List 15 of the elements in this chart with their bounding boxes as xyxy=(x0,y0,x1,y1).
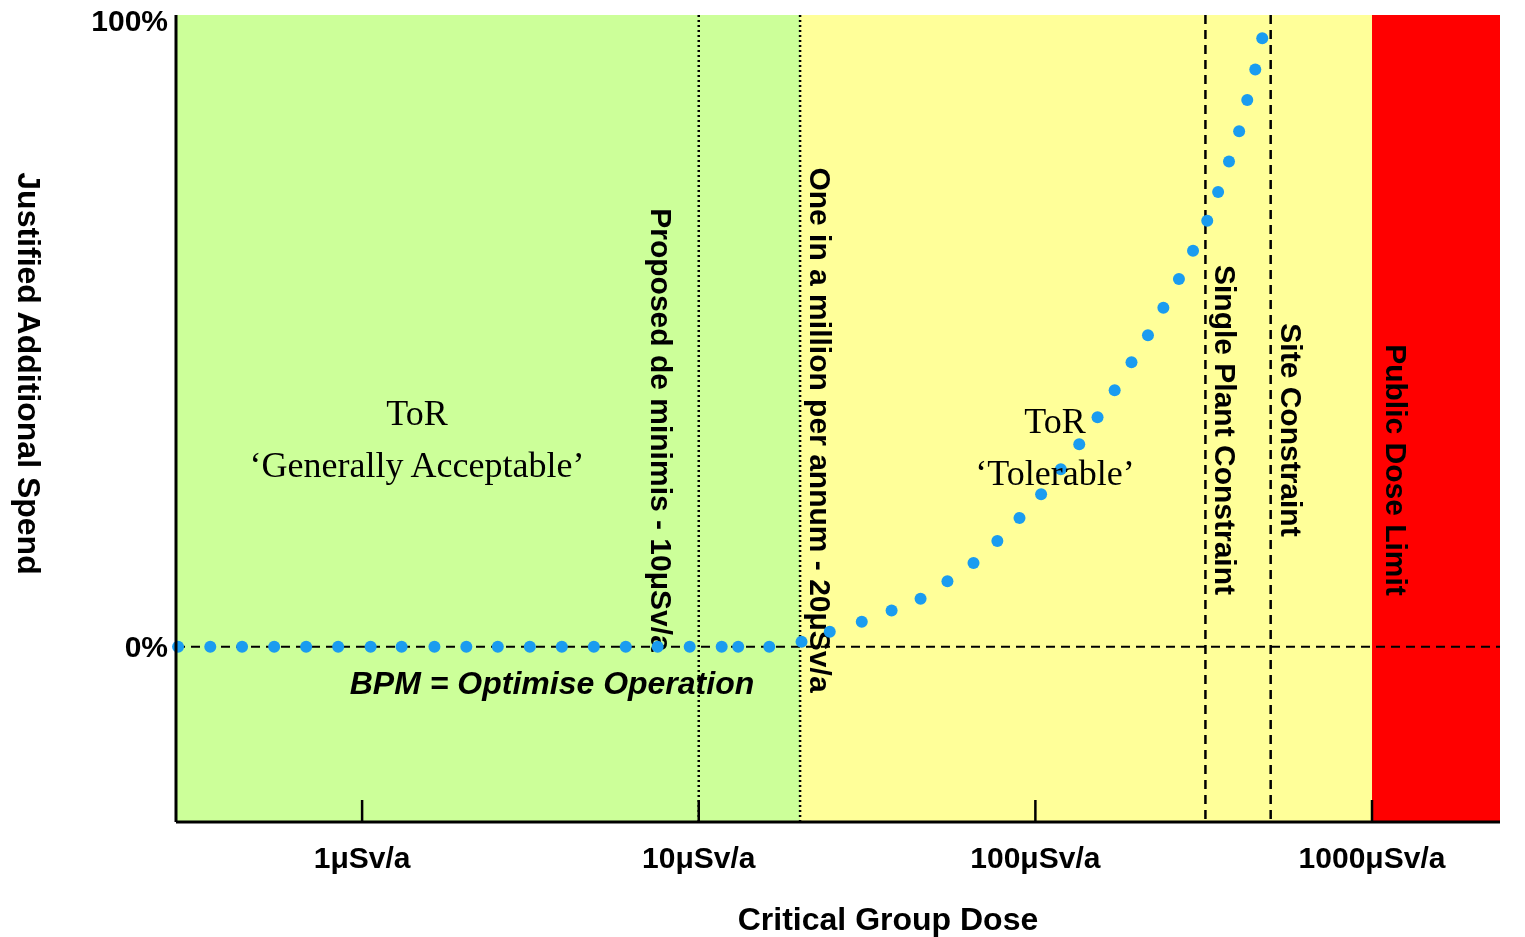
ref-line-label: One in a million per annum - 20μSv/a xyxy=(804,167,838,693)
ref-line-label: Single Plant Constraint xyxy=(1209,264,1243,596)
annotation: BPM = Optimise Operation xyxy=(349,665,755,701)
annotation: ToR ‘Tolerable’ xyxy=(975,401,1135,493)
x-tick-label: 1000μSv/a xyxy=(1298,841,1446,874)
ref-line-label: Site Constraint xyxy=(1274,323,1308,537)
y-tick-label: 0% xyxy=(124,629,168,663)
x-axis-title: Critical Group Dose xyxy=(737,901,1039,937)
y-tick-label: 100% xyxy=(91,4,168,38)
band-label: Public Dose Limit xyxy=(1380,344,1414,596)
annotation: ToR ‘Generally Acceptable’ xyxy=(249,393,585,485)
x-tick-label: 1μSv/a xyxy=(313,841,411,874)
x-tick-label: 10μSv/a xyxy=(642,841,756,874)
y-axis-title: Justified Additional Spend xyxy=(11,172,47,575)
x-tick-label: 100μSv/a xyxy=(970,841,1101,874)
